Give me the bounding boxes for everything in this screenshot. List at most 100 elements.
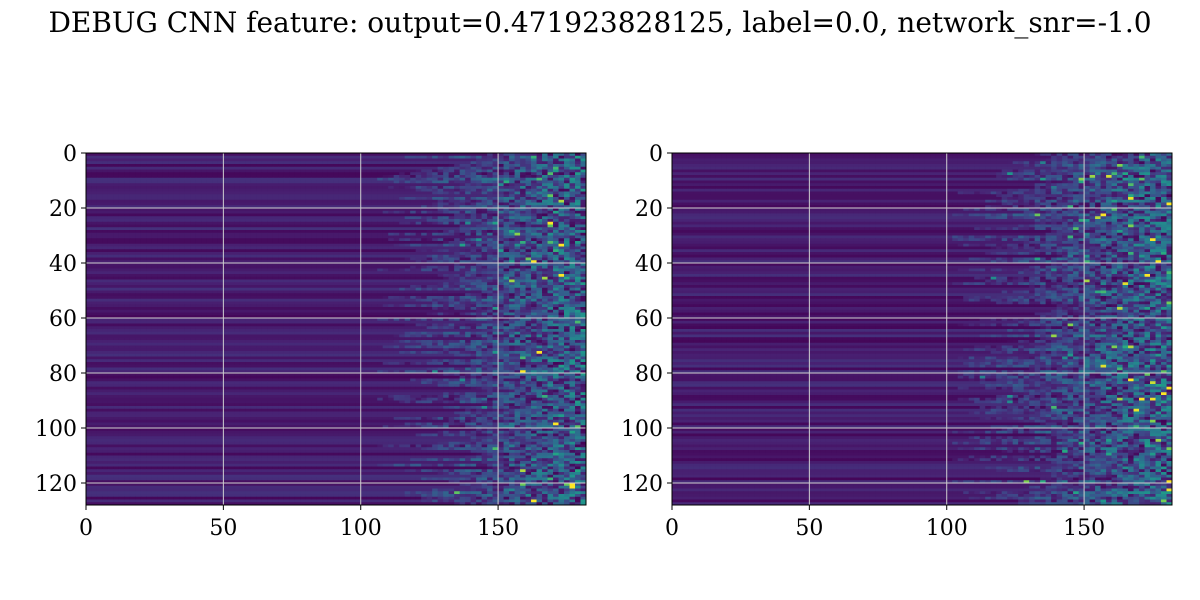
heatmap-cell-left bbox=[294, 191, 301, 195]
heatmap-cell-left bbox=[151, 188, 158, 192]
heatmap-cell-left bbox=[470, 224, 477, 228]
heatmap-cell-left bbox=[96, 227, 103, 231]
heatmap-cell-left bbox=[96, 301, 103, 305]
heatmap-cell-left bbox=[217, 175, 224, 179]
heatmap-cell-left bbox=[514, 287, 521, 291]
heatmap-cell-left bbox=[371, 161, 378, 165]
heatmap-cell-left bbox=[124, 208, 131, 212]
heatmap-cell-left bbox=[102, 290, 109, 294]
heatmap-cell-left bbox=[553, 279, 559, 283]
heatmap-cell-left bbox=[283, 186, 290, 190]
heatmap-cell-left bbox=[355, 188, 362, 192]
heatmap-cell-left bbox=[157, 210, 164, 214]
heatmap-cell-left bbox=[564, 298, 570, 302]
heatmap-cell-left bbox=[470, 265, 477, 269]
heatmap-cell-left bbox=[448, 241, 455, 245]
heatmap-cell-left bbox=[520, 238, 526, 242]
heatmap-cell-left bbox=[377, 197, 384, 201]
heatmap-cell-left bbox=[278, 243, 285, 247]
heatmap-cell-left bbox=[360, 254, 367, 258]
heatmap-cell-left bbox=[195, 191, 202, 195]
heatmap-cell-left bbox=[404, 216, 411, 220]
heatmap-cell-left bbox=[547, 227, 554, 231]
heatmap-cell-left bbox=[250, 205, 257, 209]
heatmap-cell-left bbox=[388, 293, 395, 297]
heatmap-cell-left bbox=[151, 298, 158, 302]
heatmap-cell-left bbox=[234, 208, 241, 212]
heatmap-cell-left bbox=[162, 164, 169, 168]
heatmap-cell-left bbox=[168, 164, 175, 168]
heatmap-cell-left bbox=[382, 202, 389, 206]
heatmap-cell-left bbox=[437, 183, 444, 187]
heatmap-cell-left bbox=[195, 199, 202, 203]
heatmap-cell-left bbox=[553, 205, 559, 209]
heatmap-cell-left bbox=[476, 191, 482, 195]
heatmap-cell-left bbox=[179, 188, 186, 192]
heatmap-cell-left bbox=[399, 177, 406, 181]
heatmap-cell-left bbox=[212, 175, 219, 179]
figure-title: DEBUG CNN feature: output=0.471923828125… bbox=[0, 6, 1200, 39]
heatmap-cell-left bbox=[476, 268, 482, 272]
heatmap-cell-left bbox=[261, 241, 268, 245]
heatmap-cell-left bbox=[355, 153, 362, 157]
heatmap-cell-left bbox=[575, 268, 581, 272]
heatmap-cell-left bbox=[107, 276, 114, 280]
heatmap-cell-left bbox=[223, 227, 230, 231]
heatmap-cell-left bbox=[316, 238, 323, 242]
heatmap-cell-left bbox=[261, 166, 268, 170]
heatmap-cell-left bbox=[322, 219, 329, 223]
heatmap-cell-left bbox=[283, 153, 290, 157]
heatmap-cell-left bbox=[487, 219, 493, 223]
heatmap-cell-left bbox=[129, 221, 136, 225]
heatmap-cell-left bbox=[470, 290, 477, 294]
heatmap-cell-left bbox=[476, 238, 482, 242]
heatmap-cell-left bbox=[531, 199, 537, 203]
heatmap-cell-left bbox=[470, 301, 477, 305]
heatmap-cell-left bbox=[157, 238, 164, 242]
heatmap-cell-left bbox=[294, 158, 301, 162]
heatmap-cell-left bbox=[465, 276, 472, 280]
heatmap-cell-left bbox=[525, 282, 532, 286]
heatmap-cell-left bbox=[272, 221, 279, 225]
heatmap-cell-left bbox=[327, 249, 334, 253]
heatmap-cell-left bbox=[96, 180, 103, 184]
heatmap-cell-left bbox=[272, 254, 279, 258]
heatmap-cell-left bbox=[410, 191, 417, 195]
heatmap-cell-left bbox=[283, 241, 290, 245]
heatmap-cell-left bbox=[311, 199, 318, 203]
heatmap-cell-left bbox=[118, 230, 125, 234]
heatmap-cell-left bbox=[437, 243, 444, 247]
heatmap-cell-left bbox=[102, 274, 109, 278]
heatmap-cell-left bbox=[465, 246, 472, 250]
heatmap-cell-left bbox=[377, 155, 384, 159]
heatmap-cell-left bbox=[86, 285, 92, 289]
heatmap-cell-left bbox=[344, 249, 351, 253]
heatmap-cell-left bbox=[256, 243, 263, 247]
heatmap-cell-left bbox=[470, 235, 477, 239]
heatmap-cell-left bbox=[333, 238, 340, 242]
heatmap-cell-left bbox=[300, 274, 307, 278]
heatmap-cell-left bbox=[443, 274, 450, 278]
heatmap-cell-left bbox=[256, 241, 263, 245]
heatmap-cell-left bbox=[179, 274, 186, 278]
heatmap-cell-left bbox=[333, 183, 340, 187]
heatmap-cell-left bbox=[173, 230, 180, 234]
heatmap-cell-left bbox=[558, 202, 565, 206]
heatmap-cell-left bbox=[267, 301, 274, 305]
heatmap-cell-left bbox=[344, 164, 351, 168]
heatmap-cell-left bbox=[316, 177, 323, 181]
heatmap-cell-left bbox=[520, 216, 526, 220]
heatmap-cell-left bbox=[289, 221, 296, 225]
heatmap-cell-left bbox=[113, 238, 120, 242]
heatmap-cell-left bbox=[300, 296, 307, 300]
heatmap-cell-left bbox=[333, 172, 340, 176]
heatmap-cell-left bbox=[86, 268, 92, 272]
heatmap-cell-left bbox=[443, 293, 450, 297]
heatmap-cell-left bbox=[520, 191, 526, 195]
heatmap-cell-left bbox=[151, 177, 158, 181]
heatmap-cell-left bbox=[426, 241, 433, 245]
heatmap-cell-left bbox=[212, 180, 219, 184]
heatmap-cell-left bbox=[454, 227, 461, 231]
heatmap-cell-left bbox=[547, 246, 554, 250]
heatmap-cell-left bbox=[531, 180, 537, 184]
